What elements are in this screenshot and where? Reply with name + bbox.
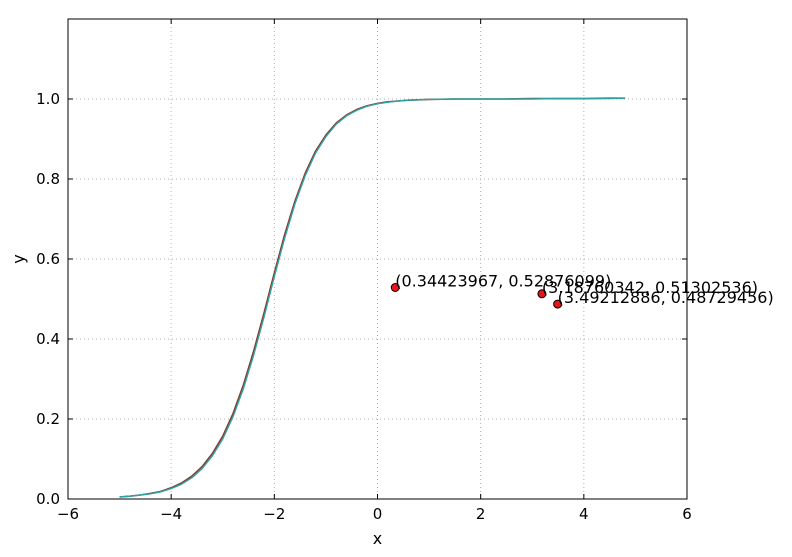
x-tick-label: 2 <box>476 505 486 523</box>
y-tick-label: 0.8 <box>36 170 60 188</box>
x-tick-label: −6 <box>57 505 79 523</box>
y-tick-label: 0.2 <box>36 410 60 428</box>
point-label-2: (3.18760342, 0.51302536) <box>542 278 758 297</box>
x-tick-label: 0 <box>373 505 383 523</box>
y-tick-label: 0.6 <box>36 250 60 268</box>
data-point-2 <box>537 289 547 299</box>
series-line-2 <box>119 97 626 498</box>
data-point-3 <box>553 299 563 309</box>
x-tick-label: −2 <box>263 505 285 523</box>
y-tick-label: 0.0 <box>36 490 60 508</box>
y-axis-label: y <box>9 254 28 263</box>
grid <box>67 19 688 500</box>
point-label-3: (3.49212886, 0.48729456) <box>558 288 774 307</box>
series-line-1 <box>119 97 626 498</box>
x-axis-label: x <box>373 529 382 548</box>
points-layer: (0.34423967, 0.52876099)(3.18760342, 0.5… <box>390 271 774 309</box>
x-tick-label: 6 <box>682 505 692 523</box>
x-tick-label: 4 <box>579 505 589 523</box>
y-tick-label: 1.0 <box>36 90 60 108</box>
point-label-1: (0.34423967, 0.52876099) <box>395 271 611 290</box>
y-tick-label: 0.4 <box>36 330 60 348</box>
series-layer <box>119 97 626 498</box>
data-point-1 <box>390 282 400 292</box>
ticks-layer: −6 −4 −2 0 2 4 6 0.0 0.2 0.4 0.6 0.8 1.0 <box>36 19 692 523</box>
x-tick-label: −4 <box>160 505 182 523</box>
